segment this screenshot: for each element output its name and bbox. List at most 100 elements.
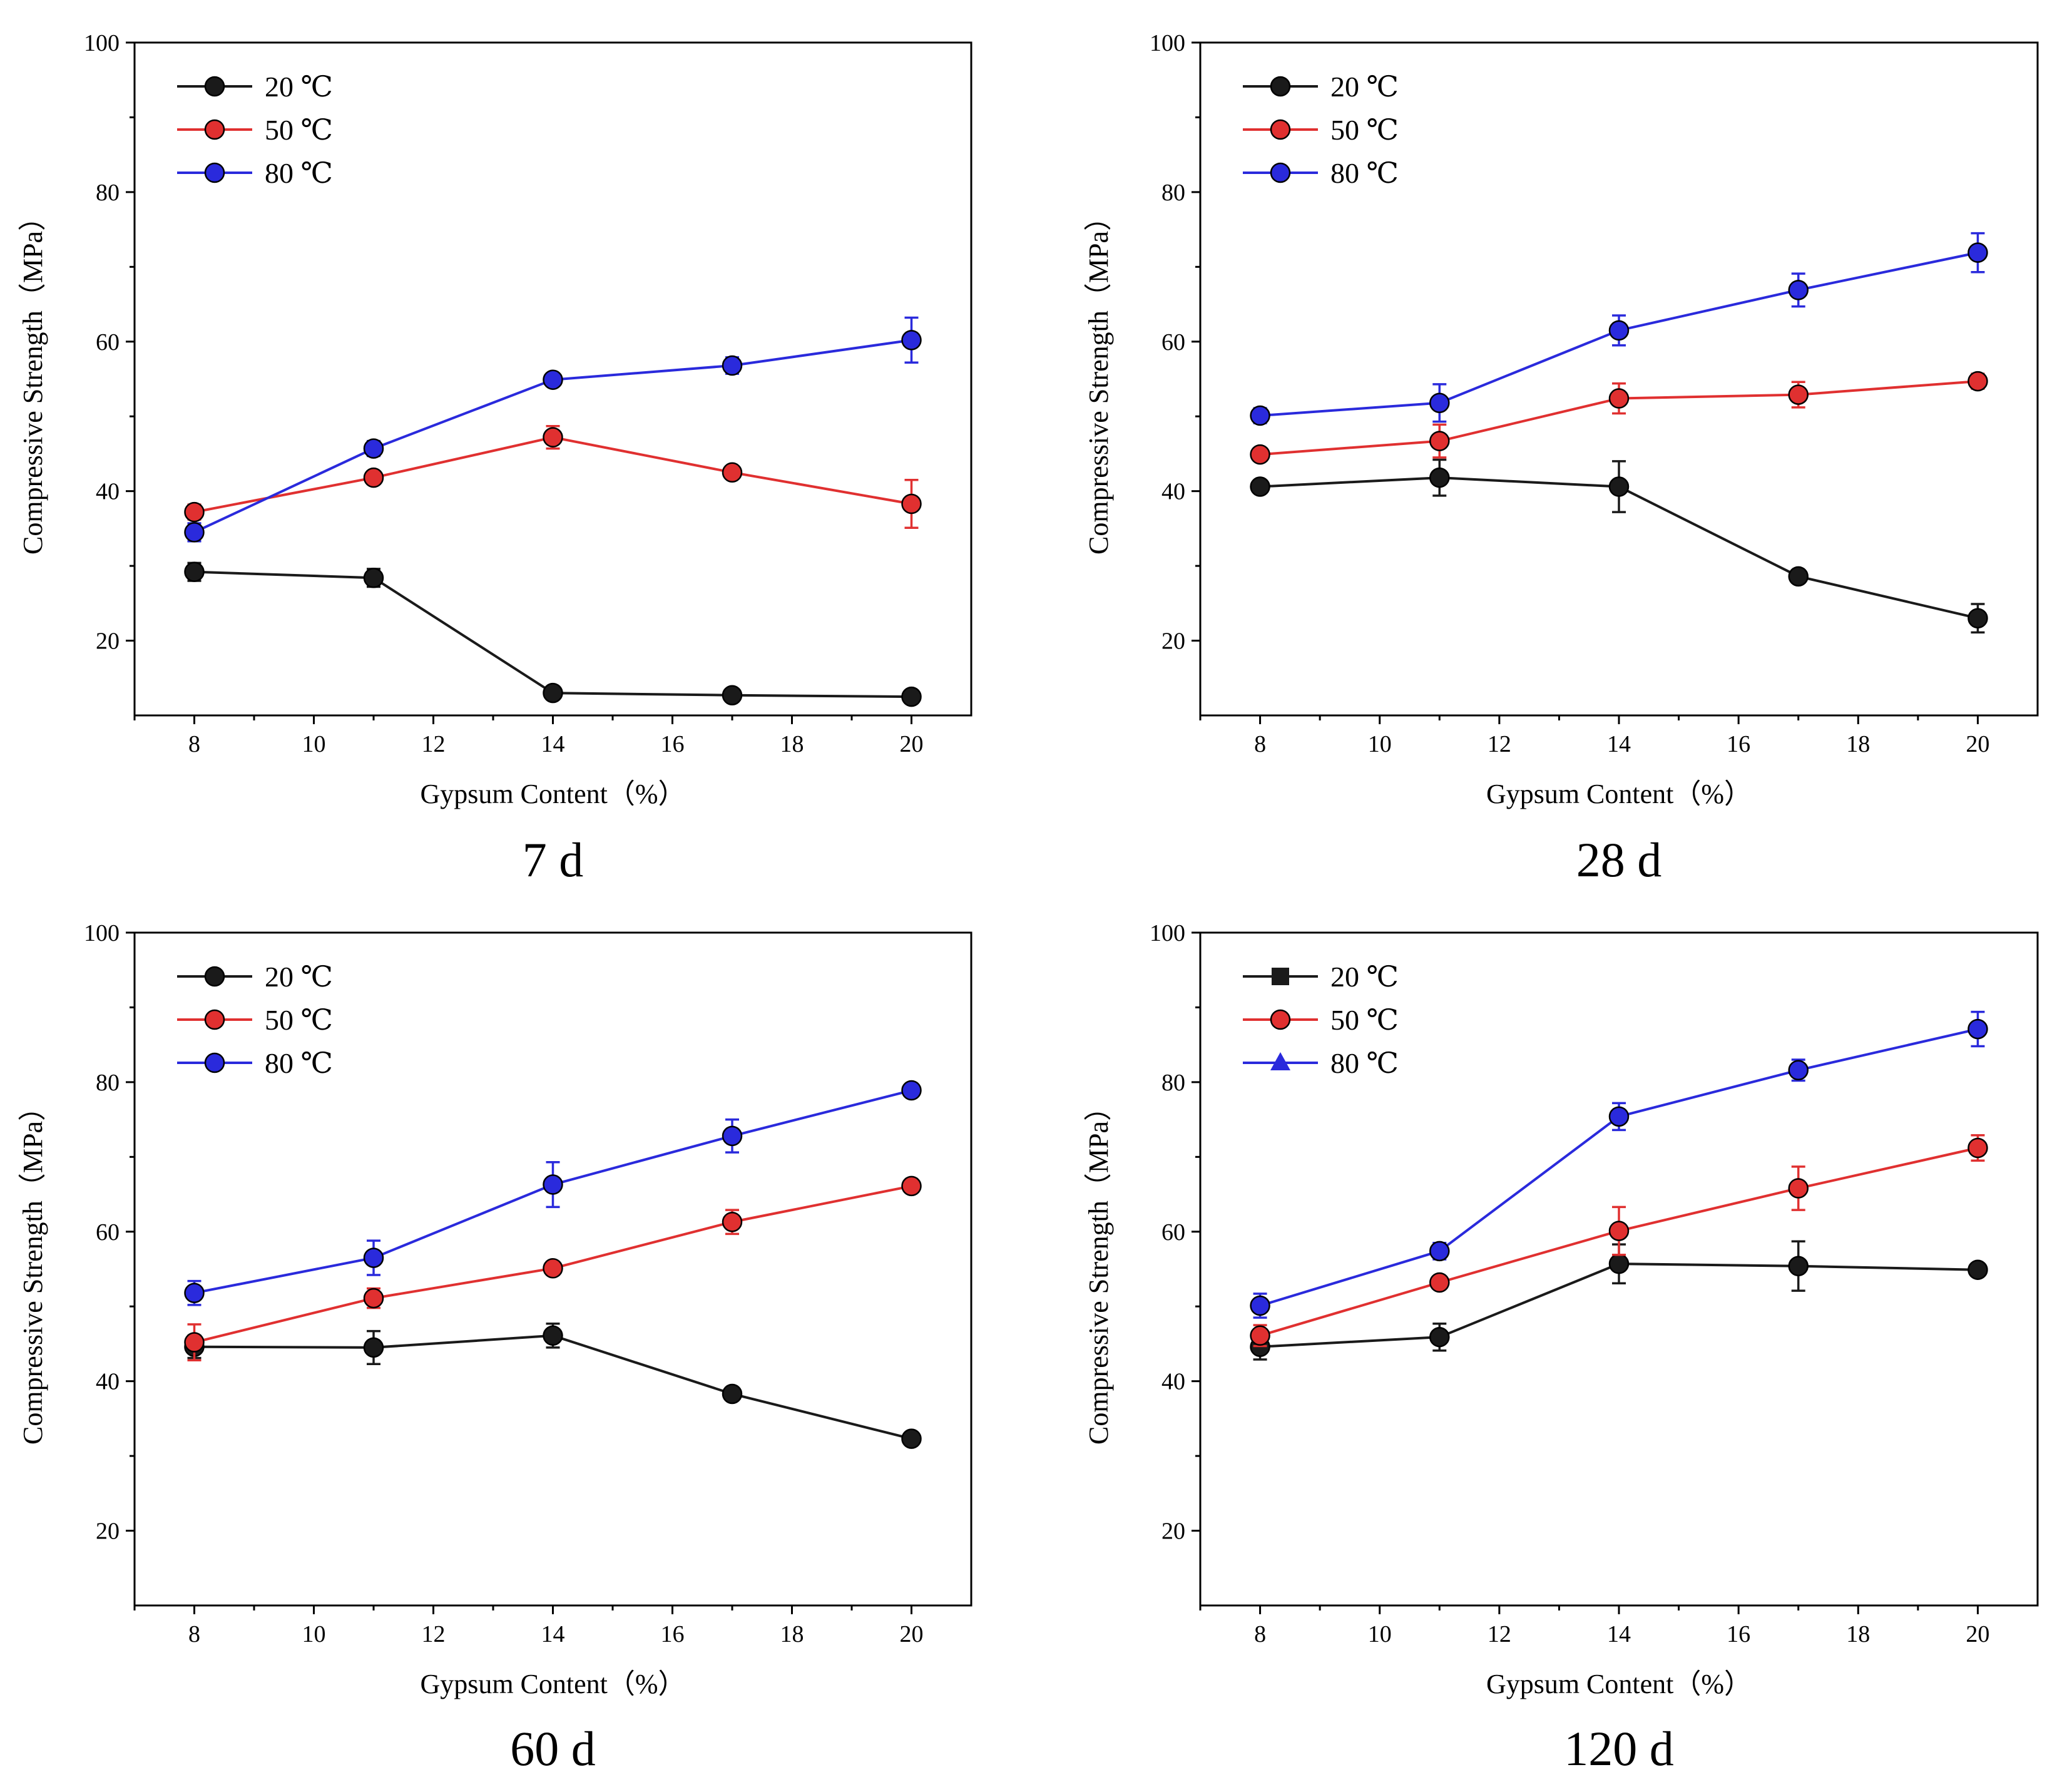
legend-marker xyxy=(1270,1009,1291,1030)
data-point xyxy=(1429,1326,1450,1348)
data-point xyxy=(1968,1259,1988,1280)
data-point xyxy=(1788,1060,1809,1081)
y-tick-label: 60 xyxy=(96,329,120,356)
data-point xyxy=(901,1428,922,1449)
legend-label: 20 ℃ xyxy=(265,71,333,103)
legend-marker xyxy=(1270,76,1291,97)
legend-label: 80 ℃ xyxy=(1330,1047,1399,1079)
y-tick-label: 20 xyxy=(1161,1518,1185,1545)
data-point xyxy=(363,567,384,588)
data-point xyxy=(722,355,743,376)
x-tick-label: 20 xyxy=(900,731,924,757)
data-point xyxy=(363,1247,384,1268)
data-point xyxy=(1788,1256,1809,1276)
data-point xyxy=(363,1337,384,1358)
series-50 xyxy=(184,1175,922,1361)
data-point xyxy=(184,561,205,582)
data-point xyxy=(184,522,205,543)
series-80 xyxy=(184,1080,922,1306)
x-tick-label: 8 xyxy=(1254,1621,1266,1647)
series-80 xyxy=(184,316,922,543)
data-point xyxy=(1608,476,1630,497)
series-80 xyxy=(1250,1010,1988,1319)
data-point xyxy=(1429,431,1450,451)
x-tick-label: 18 xyxy=(1846,1621,1870,1647)
legend-label: 50 ℃ xyxy=(265,1004,333,1036)
data-point xyxy=(363,1288,384,1309)
data-point xyxy=(901,330,922,351)
y-tick-label: 20 xyxy=(96,628,120,655)
x-tick-label: 16 xyxy=(1727,731,1750,757)
x-tick-label: 16 xyxy=(1727,1621,1750,1647)
data-point xyxy=(1788,280,1809,300)
x-axis-label: Gypsum Content（%） xyxy=(420,1669,685,1699)
series-50 xyxy=(184,425,922,529)
data-point xyxy=(543,682,563,704)
data-point xyxy=(1788,1178,1809,1199)
data-point xyxy=(543,1325,563,1346)
x-tick-label: 12 xyxy=(1488,731,1511,757)
y-tick-label: 40 xyxy=(96,1369,120,1395)
series-20 xyxy=(1250,458,1988,634)
legend-marker xyxy=(204,1052,225,1073)
x-axis-label: Gypsum Content（%） xyxy=(420,779,685,809)
data-point xyxy=(1608,1106,1630,1127)
legend: 20 ℃ 50 ℃ 80 ℃ xyxy=(1243,71,1399,189)
legend-label: 50 ℃ xyxy=(1330,1004,1399,1036)
data-point xyxy=(543,427,563,448)
legend-marker xyxy=(1270,119,1291,140)
panel-caption: 120 d xyxy=(1564,1721,1674,1776)
x-tick-label: 10 xyxy=(1368,1621,1392,1647)
y-tick-label: 40 xyxy=(1161,479,1185,505)
data-point xyxy=(901,493,922,515)
plot-frame xyxy=(1199,41,2039,717)
x-tick-label: 14 xyxy=(1607,1621,1631,1647)
x-tick-label: 10 xyxy=(1368,731,1392,757)
legend: 20 ℃ 50 ℃ 80 ℃ xyxy=(1243,961,1399,1079)
data-point xyxy=(1429,1272,1450,1293)
legend-label: 80 ℃ xyxy=(265,157,333,189)
legend-label: 80 ℃ xyxy=(265,1047,333,1079)
y-tick-label: 40 xyxy=(96,479,120,505)
data-point xyxy=(1429,467,1450,488)
data-point xyxy=(1608,388,1630,409)
data-point xyxy=(1250,444,1270,465)
data-point xyxy=(722,685,743,705)
data-point xyxy=(1968,242,1988,263)
chart-panel-2: 8 10 12 14 16 18 20 20 40 60 80 100 Gypsum Content（%… xyxy=(1083,30,2039,887)
y-axis-label: Compressive Strength（MPa） xyxy=(1083,1093,1114,1445)
panel-caption: 28 d xyxy=(1576,832,1662,887)
x-tick-label: 18 xyxy=(1846,731,1870,757)
x-tick-label: 14 xyxy=(541,731,565,757)
legend-marker xyxy=(204,1009,225,1030)
data-point xyxy=(1968,371,1988,392)
legend-marker xyxy=(204,162,225,183)
x-tick-label: 10 xyxy=(302,731,326,757)
y-tick-label: 20 xyxy=(1161,628,1185,655)
data-point xyxy=(722,1212,743,1232)
data-point xyxy=(184,1332,205,1353)
series-line xyxy=(194,1334,912,1440)
data-point xyxy=(184,1283,205,1303)
x-tick-label: 16 xyxy=(661,731,685,757)
chart-panel-4: 8 10 12 14 16 18 20 20 40 60 80 100 Gypsum Content（%… xyxy=(1083,920,2039,1776)
y-tick-label: 80 xyxy=(1161,1070,1185,1096)
y-tick-label: 40 xyxy=(1161,1369,1185,1395)
y-tick-label: 100 xyxy=(84,920,120,946)
data-point xyxy=(722,1383,743,1405)
legend-marker xyxy=(204,76,225,97)
data-point xyxy=(722,1125,743,1147)
data-point xyxy=(722,462,743,483)
data-point xyxy=(543,1174,563,1195)
legend-label: 50 ℃ xyxy=(265,114,333,146)
data-point xyxy=(1608,1221,1630,1241)
x-tick-label: 14 xyxy=(541,1621,565,1647)
y-tick-label: 100 xyxy=(1150,920,1185,946)
data-point xyxy=(1608,1253,1630,1274)
x-tick-label: 12 xyxy=(1488,1621,1511,1647)
x-axis-label: Gypsum Content（%） xyxy=(1486,779,1752,809)
data-point xyxy=(1250,1295,1270,1316)
y-tick-label: 20 xyxy=(96,1518,120,1545)
chart-panel-3: 8 10 12 14 16 18 20 20 40 60 80 100 Gypsum Content（%… xyxy=(18,920,972,1776)
